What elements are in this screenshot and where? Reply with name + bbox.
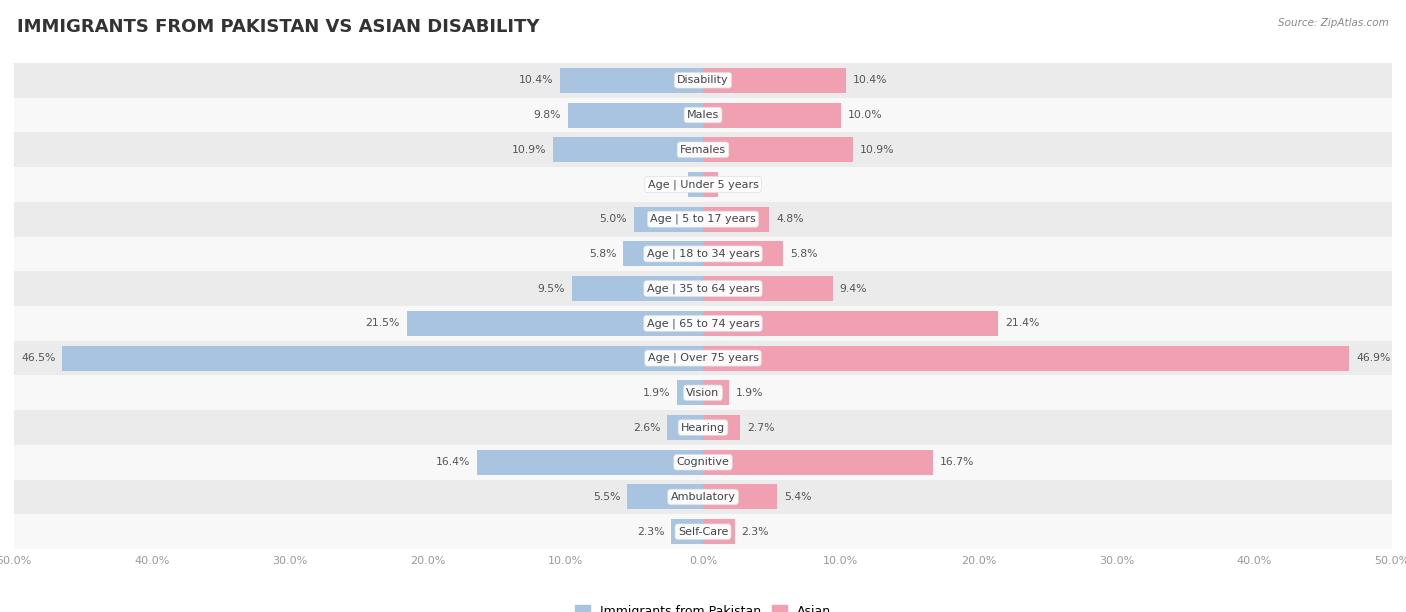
Bar [14, 410, 1392, 445]
Bar [14, 514, 1392, 549]
Text: 1.1%: 1.1% [654, 179, 681, 190]
Bar [14, 271, 1392, 306]
Text: 1.1%: 1.1% [725, 179, 752, 190]
Text: 5.5%: 5.5% [593, 492, 620, 502]
Text: Self-Care: Self-Care [678, 527, 728, 537]
Bar [14, 341, 1392, 375]
Bar [703, 241, 783, 266]
Text: 2.7%: 2.7% [747, 422, 775, 433]
Text: 10.9%: 10.9% [512, 145, 546, 155]
Text: IMMIGRANTS FROM PAKISTAN VS ASIAN DISABILITY: IMMIGRANTS FROM PAKISTAN VS ASIAN DISABI… [17, 18, 540, 36]
Bar [14, 375, 1392, 410]
Text: 1.9%: 1.9% [737, 388, 763, 398]
Bar [676, 380, 703, 405]
Text: 10.0%: 10.0% [848, 110, 883, 120]
Bar [703, 103, 841, 127]
Bar [668, 415, 703, 440]
Text: 5.8%: 5.8% [589, 249, 616, 259]
Text: 21.5%: 21.5% [366, 318, 399, 329]
Bar [703, 311, 998, 336]
Bar [560, 68, 703, 93]
Bar [703, 415, 740, 440]
Bar [572, 276, 703, 301]
Bar [14, 167, 1392, 202]
Bar [406, 311, 703, 336]
Bar [14, 237, 1392, 271]
Text: 2.3%: 2.3% [637, 527, 665, 537]
Bar [703, 172, 718, 197]
Bar [688, 172, 703, 197]
Text: 16.4%: 16.4% [436, 457, 470, 467]
Text: Source: ZipAtlas.com: Source: ZipAtlas.com [1278, 18, 1389, 28]
Text: 1.9%: 1.9% [643, 388, 669, 398]
Text: 5.4%: 5.4% [785, 492, 811, 502]
Bar [703, 207, 769, 232]
Bar [627, 485, 703, 509]
Text: 10.4%: 10.4% [519, 75, 553, 85]
Text: 5.8%: 5.8% [790, 249, 817, 259]
Text: Males: Males [688, 110, 718, 120]
Text: 2.3%: 2.3% [741, 527, 769, 537]
Bar [703, 450, 934, 475]
Bar [671, 519, 703, 544]
Text: 10.9%: 10.9% [860, 145, 894, 155]
Text: 21.4%: 21.4% [1005, 318, 1039, 329]
Bar [553, 137, 703, 162]
Text: Hearing: Hearing [681, 422, 725, 433]
Bar [703, 519, 735, 544]
Text: 4.8%: 4.8% [776, 214, 803, 224]
Legend: Immigrants from Pakistan, Asian: Immigrants from Pakistan, Asian [571, 600, 835, 612]
Bar [14, 98, 1392, 132]
Bar [703, 68, 846, 93]
Text: 46.5%: 46.5% [21, 353, 55, 363]
Bar [14, 480, 1392, 514]
Text: Disability: Disability [678, 75, 728, 85]
Bar [703, 380, 730, 405]
Bar [703, 137, 853, 162]
Bar [14, 445, 1392, 480]
Bar [634, 207, 703, 232]
Bar [14, 132, 1392, 167]
Text: 2.6%: 2.6% [633, 422, 661, 433]
Text: Age | 5 to 17 years: Age | 5 to 17 years [650, 214, 756, 225]
Bar [14, 306, 1392, 341]
Bar [62, 346, 703, 371]
Bar [703, 485, 778, 509]
Text: Age | Over 75 years: Age | Over 75 years [648, 353, 758, 364]
Text: 9.5%: 9.5% [537, 283, 565, 294]
Bar [14, 202, 1392, 237]
Text: 46.9%: 46.9% [1357, 353, 1391, 363]
Text: Age | 65 to 74 years: Age | 65 to 74 years [647, 318, 759, 329]
Text: Vision: Vision [686, 388, 720, 398]
Text: 9.8%: 9.8% [534, 110, 561, 120]
Bar [14, 63, 1392, 98]
Bar [703, 276, 832, 301]
Text: 5.0%: 5.0% [599, 214, 627, 224]
Bar [477, 450, 703, 475]
Text: Age | 35 to 64 years: Age | 35 to 64 years [647, 283, 759, 294]
Bar [703, 346, 1350, 371]
Text: 10.4%: 10.4% [853, 75, 887, 85]
Text: Age | 18 to 34 years: Age | 18 to 34 years [647, 248, 759, 259]
Text: Age | Under 5 years: Age | Under 5 years [648, 179, 758, 190]
Bar [623, 241, 703, 266]
Text: Ambulatory: Ambulatory [671, 492, 735, 502]
Text: 16.7%: 16.7% [941, 457, 974, 467]
Bar [568, 103, 703, 127]
Text: 9.4%: 9.4% [839, 283, 868, 294]
Text: Females: Females [681, 145, 725, 155]
Text: Cognitive: Cognitive [676, 457, 730, 467]
